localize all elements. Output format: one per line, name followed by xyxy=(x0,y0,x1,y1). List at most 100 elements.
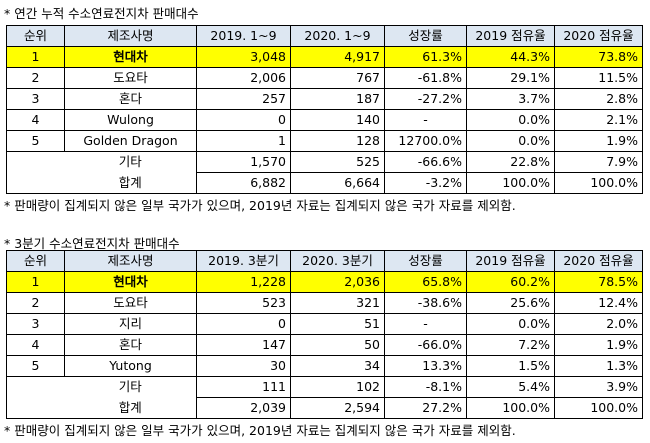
total-rank-cell xyxy=(6,397,65,419)
total-rank-cell xyxy=(6,172,65,194)
sales-2020-cell: 102 xyxy=(290,376,385,398)
share-2019-cell: 60.2% xyxy=(466,271,555,293)
other-row: 기타 1,570 525 -66.6% 22.8% 7.9% xyxy=(6,151,643,173)
maker-cell: 지리 xyxy=(64,313,197,335)
sales-2019-cell: 111 xyxy=(196,376,291,398)
maker-cell: Golden Dragon xyxy=(64,130,197,152)
share-2020-cell: 100.0% xyxy=(554,172,643,194)
table2-title: * 3분기 수소연료전지차 판매대수 xyxy=(4,236,180,251)
share-2019-cell: 7.2% xyxy=(466,334,555,356)
growth-cell: 12700.0% xyxy=(384,130,467,152)
quarterly-sales-table: 순위 제조사명 2019. 3분기 2020. 3분기 성장률 2019 점유율… xyxy=(6,250,643,419)
maker-cell: 현대차 xyxy=(64,271,197,293)
rank-cell: 4 xyxy=(6,109,65,131)
sales-2020-cell: 50 xyxy=(290,334,385,356)
sales-2020-cell: 34 xyxy=(290,355,385,377)
share-2020-cell: 1.9% xyxy=(554,130,643,152)
table2-footnote: * 판매량이 집계되지 않은 일부 국가가 있으며, 2019년 자료는 집계되… xyxy=(4,423,516,438)
share-2020-cell: 3.9% xyxy=(554,376,643,398)
table1-title: * 연간 누적 수소연료전지차 판매대수 xyxy=(4,6,199,21)
rank-cell: 4 xyxy=(6,334,65,356)
growth-cell: - xyxy=(384,313,467,335)
maker-cell: 혼다 xyxy=(64,88,197,110)
share-2020-cell: 1.3% xyxy=(554,355,643,377)
header-rank: 순위 xyxy=(6,25,65,47)
share-2019-cell: 29.1% xyxy=(466,67,555,89)
sales-2020-cell: 128 xyxy=(290,130,385,152)
sales-2020-cell: 4,917 xyxy=(290,46,385,68)
share-2020-cell: 7.9% xyxy=(554,151,643,173)
header-share-2020: 2020 점유율 xyxy=(554,250,643,272)
sales-2020-cell: 2,036 xyxy=(290,271,385,293)
table-header-row: 순위 제조사명 2019. 3분기 2020. 3분기 성장률 2019 점유율… xyxy=(6,250,643,272)
header-share-2019: 2019 점유율 xyxy=(466,25,555,47)
other-label-cell: 기타 xyxy=(64,376,197,398)
share-2019-cell: 5.4% xyxy=(466,376,555,398)
table-row: 4 혼다 147 50 -66.0% 7.2% 1.9% xyxy=(6,334,643,356)
share-2019-cell: 25.6% xyxy=(466,292,555,314)
share-2020-cell: 12.4% xyxy=(554,292,643,314)
other-rank-cell xyxy=(6,376,65,398)
maker-cell: Yutong xyxy=(64,355,197,377)
sales-2019-cell: 2,039 xyxy=(196,397,291,419)
sales-2020-cell: 51 xyxy=(290,313,385,335)
table-row: 3 혼다 257 187 -27.2% 3.7% 2.8% xyxy=(6,88,643,110)
share-2019-cell: 0.0% xyxy=(466,109,555,131)
other-row: 기타 111 102 -8.1% 5.4% 3.9% xyxy=(6,376,643,398)
sales-2020-cell: 321 xyxy=(290,292,385,314)
share-2020-cell: 78.5% xyxy=(554,271,643,293)
header-growth: 성장률 xyxy=(384,250,467,272)
maker-cell: 도요타 xyxy=(64,67,197,89)
header-2019: 2019. 3분기 xyxy=(196,250,291,272)
rank-cell: 3 xyxy=(6,88,65,110)
rank-cell: 5 xyxy=(6,130,65,152)
annual-sales-table: 순위 제조사명 2019. 1~9 2020. 1~9 성장률 2019 점유율… xyxy=(6,25,643,194)
maker-cell: 혼다 xyxy=(64,334,197,356)
total-label-cell: 합계 xyxy=(64,172,197,194)
maker-cell: 도요타 xyxy=(64,292,197,314)
sales-2019-cell: 6,882 xyxy=(196,172,291,194)
maker-cell: 현대차 xyxy=(64,46,197,68)
sales-2019-cell: 1,570 xyxy=(196,151,291,173)
header-share-2019: 2019 점유율 xyxy=(466,250,555,272)
other-label-cell: 기타 xyxy=(64,151,197,173)
growth-cell: -66.0% xyxy=(384,334,467,356)
sales-2019-cell: 257 xyxy=(196,88,291,110)
table-row: 5 Golden Dragon 1 128 12700.0% 0.0% 1.9% xyxy=(6,130,643,152)
sales-2019-cell: 1 xyxy=(196,130,291,152)
rank-cell: 1 xyxy=(6,46,65,68)
sales-2019-cell: 3,048 xyxy=(196,46,291,68)
growth-cell: 27.2% xyxy=(384,397,467,419)
sales-2020-cell: 2,594 xyxy=(290,397,385,419)
header-2020: 2020. 3분기 xyxy=(290,250,385,272)
rank-cell: 2 xyxy=(6,67,65,89)
rank-cell: 2 xyxy=(6,292,65,314)
growth-cell: -27.2% xyxy=(384,88,467,110)
growth-cell: 13.3% xyxy=(384,355,467,377)
table-row: 4 Wulong 0 140 - 0.0% 2.1% xyxy=(6,109,643,131)
share-2019-cell: 1.5% xyxy=(466,355,555,377)
table-row: 1 현대차 3,048 4,917 61.3% 44.3% 73.8% xyxy=(6,46,643,68)
header-share-2020: 2020 점유율 xyxy=(554,25,643,47)
total-row: 합계 6,882 6,664 -3.2% 100.0% 100.0% xyxy=(6,172,643,194)
sales-2019-cell: 147 xyxy=(196,334,291,356)
header-2019: 2019. 1~9 xyxy=(196,25,291,47)
sales-2020-cell: 525 xyxy=(290,151,385,173)
share-2020-cell: 2.1% xyxy=(554,109,643,131)
share-2020-cell: 11.5% xyxy=(554,67,643,89)
growth-cell: 65.8% xyxy=(384,271,467,293)
share-2019-cell: 22.8% xyxy=(466,151,555,173)
share-2020-cell: 100.0% xyxy=(554,397,643,419)
growth-cell: -38.6% xyxy=(384,292,467,314)
sales-2019-cell: 1,228 xyxy=(196,271,291,293)
total-label-cell: 합계 xyxy=(64,397,197,419)
rank-cell: 5 xyxy=(6,355,65,377)
table-row: 1 현대차 1,228 2,036 65.8% 60.2% 78.5% xyxy=(6,271,643,293)
share-2019-cell: 100.0% xyxy=(466,172,555,194)
total-row: 합계 2,039 2,594 27.2% 100.0% 100.0% xyxy=(6,397,643,419)
share-2019-cell: 44.3% xyxy=(466,46,555,68)
share-2020-cell: 1.9% xyxy=(554,334,643,356)
header-growth: 성장률 xyxy=(384,25,467,47)
share-2019-cell: 3.7% xyxy=(466,88,555,110)
header-maker: 제조사명 xyxy=(64,25,197,47)
